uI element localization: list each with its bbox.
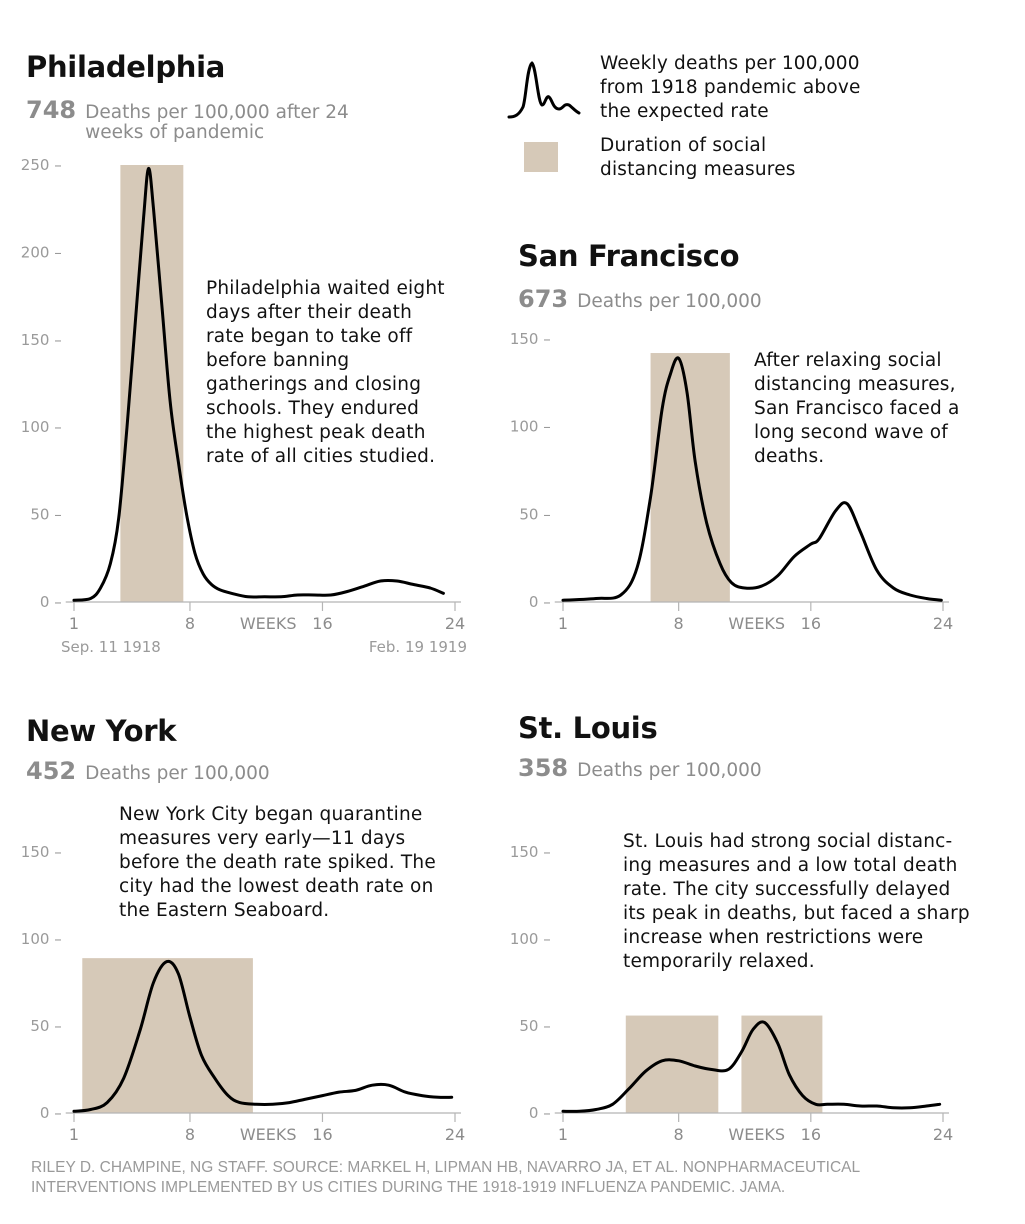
distancing-shade	[625, 1015, 719, 1113]
stat-label: Deaths per 100,000	[577, 291, 762, 312]
y-tick-label: 50 –	[30, 1017, 61, 1035]
y-tick-label: 100 –	[21, 418, 62, 436]
date-start-label: Sep. 11 1918	[61, 638, 161, 656]
stat-san-francisco: 673 Deaths per 100,000	[518, 285, 762, 313]
annotation-new-york: New York City began quarantine measures …	[119, 804, 436, 921]
city-title-san-francisco: San Francisco	[518, 239, 740, 273]
annotation-philadelphia: Philadelphia waited eight days after the…	[206, 278, 445, 467]
legend-box-label: Duration of social distancing measures	[600, 135, 796, 180]
y-tick-label: 0 –	[529, 593, 551, 611]
y-tick-label: 150 –	[21, 331, 62, 349]
x-tick-label: 16	[312, 1125, 332, 1144]
legend-line-label: Weekly deaths per 100,000 from 1918 pand…	[600, 53, 861, 122]
x-tick-label: 16	[801, 1125, 821, 1144]
death-rate-line	[561, 1020, 942, 1113]
date-end-label: Feb. 19 1919	[369, 638, 467, 656]
distancing-shade	[82, 958, 253, 1113]
legend: Weekly deaths per 100,000 from 1918 pand…	[505, 50, 905, 190]
stat-st-louis: 358 Deaths per 100,000	[518, 754, 762, 782]
x-tick-label: 24	[933, 1125, 953, 1144]
y-tick-label: 150 –	[21, 843, 62, 861]
stat-label: Deaths per 100,000 after 24 weeks of pan…	[85, 102, 349, 143]
city-title-new-york: New York	[26, 714, 177, 748]
x-axis-weeks-label: WEEKS	[240, 1125, 297, 1144]
x-tick-label: 1	[69, 1125, 79, 1144]
stat-value: 748	[26, 96, 77, 124]
x-tick-label: 24	[445, 1125, 465, 1144]
legend-line-swatch	[507, 61, 581, 119]
annotation-san-francisco: After relaxing social distancing measure…	[754, 350, 960, 467]
stat-new-york: 452 Deaths per 100,000	[26, 757, 270, 785]
x-tick-label: 16	[801, 614, 821, 633]
stat-label: Deaths per 100,000	[85, 763, 270, 784]
y-tick-label: 0 –	[40, 593, 62, 611]
stat-value: 673	[518, 285, 569, 313]
chart-san-francisco: 0 – 50 – 100 – 150 – 1 8 16 24 WEEKS	[510, 330, 953, 633]
x-tick-label: 8	[185, 614, 195, 633]
x-tick-label: 1	[558, 1125, 568, 1144]
y-tick-label: 0 –	[529, 1104, 551, 1122]
city-title-st-louis: St. Louis	[518, 711, 658, 745]
x-axis-weeks-label: WEEKS	[728, 1125, 785, 1144]
y-tick-label: 50 –	[519, 1017, 550, 1035]
stat-value: 452	[26, 757, 77, 785]
x-tick-label: 16	[312, 614, 332, 633]
y-tick-label: 100 –	[21, 930, 62, 948]
x-tick-label: 24	[933, 614, 953, 633]
y-tick-label: 150 –	[510, 843, 551, 861]
x-tick-label: 8	[674, 614, 684, 633]
x-tick-label: 8	[185, 1125, 195, 1144]
y-tick-label: 0 –	[40, 1104, 62, 1122]
distancing-shade	[741, 1015, 823, 1113]
x-tick-label: 8	[674, 1125, 684, 1144]
x-tick-label: 1	[69, 614, 79, 633]
distancing-shade	[650, 353, 730, 602]
stat-philadelphia: 748 Deaths per 100,000 after 24 weeks of…	[26, 96, 356, 143]
legend-box-swatch	[524, 142, 558, 172]
y-tick-label: 50 –	[30, 506, 61, 524]
y-tick-label: 200 –	[21, 243, 62, 261]
x-tick-label: 24	[445, 614, 465, 633]
y-tick-label: 100 –	[510, 930, 551, 948]
chart-st-louis: 0 – 50 – 100 – 150 – 1 8 16 24 WEEKS	[510, 843, 953, 1144]
annotation-st-louis: St. Louis had strong social distanc-ing …	[623, 831, 970, 972]
x-axis-weeks-label: WEEKS	[728, 614, 785, 633]
source-credit: RILEY D. CHAMPINE, NG STAFF. SOURCE: MAR…	[31, 1159, 860, 1196]
x-tick-label: 1	[558, 614, 568, 633]
y-tick-label: 100 –	[510, 418, 551, 436]
x-axis-weeks-label: WEEKS	[240, 614, 297, 633]
stat-label: Deaths per 100,000	[577, 760, 762, 781]
death-rate-line	[72, 959, 454, 1113]
death-rate-line	[561, 356, 943, 602]
y-tick-label: 250 –	[21, 156, 62, 174]
death-rate-line	[72, 166, 445, 602]
y-tick-label: 50 –	[519, 505, 550, 523]
chart-new-york: 0 – 50 – 100 – 150 – 1 8 16 24 WEEKS	[21, 843, 465, 1144]
y-tick-label: 150 –	[510, 330, 551, 348]
city-title-philadelphia: Philadelphia	[26, 50, 226, 84]
stat-value: 358	[518, 754, 569, 782]
chart-philadelphia: 0 – 50 – 100 – 150 – 200 – 250 – 1 8 16 24 WEEKS Se…	[21, 156, 467, 656]
